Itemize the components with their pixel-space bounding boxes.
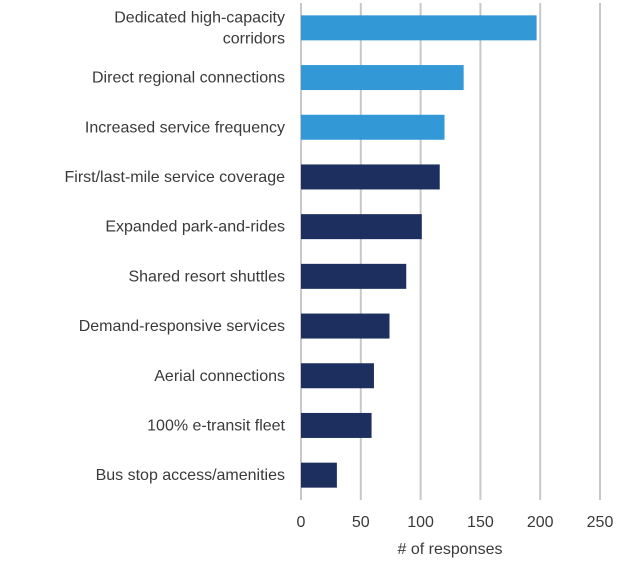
category-label-8: Aerial connections [154, 368, 285, 385]
x-tick-label-200: 200 [527, 514, 554, 531]
bar-5 [301, 214, 422, 240]
category-labels: Dedicated high-capacity corridors Direct r… [65, 9, 286, 484]
bars [301, 15, 537, 488]
bar-10 [301, 462, 337, 488]
x-tick-label-250: 250 [587, 514, 614, 531]
bar-8 [301, 363, 374, 389]
category-label-1: Dedicated high-capacity corridors [114, 9, 285, 47]
category-label-6: Shared resort shuttles [128, 268, 285, 285]
x-axis-title: # of responses [398, 541, 503, 558]
x-tick-label-50: 50 [352, 514, 370, 531]
category-label-9: 100% e-transit fleet [147, 417, 285, 434]
category-label-4: First/last-mile service coverage [65, 169, 286, 186]
x-tick-label-0: 0 [297, 514, 306, 531]
bar-2 [301, 65, 464, 91]
category-label-3: Increased service frequency [85, 119, 285, 136]
category-label-7: Demand-responsive services [79, 318, 285, 335]
bar-3 [301, 114, 445, 140]
x-tick-label-150: 150 [467, 514, 494, 531]
bar-4 [301, 164, 440, 190]
bar-9 [301, 412, 372, 438]
bar-1 [301, 15, 537, 41]
category-label-10: Bus stop access/amenities [96, 467, 285, 484]
category-label-2: Direct regional connections [92, 70, 285, 87]
x-tick-label-100: 100 [407, 514, 434, 531]
x-axis-tick-labels: 0 50 100 150 200 250 [297, 514, 614, 531]
category-label-5: Expanded park-and-rides [105, 219, 285, 236]
bar-6 [301, 263, 407, 289]
bar-7 [301, 313, 390, 339]
